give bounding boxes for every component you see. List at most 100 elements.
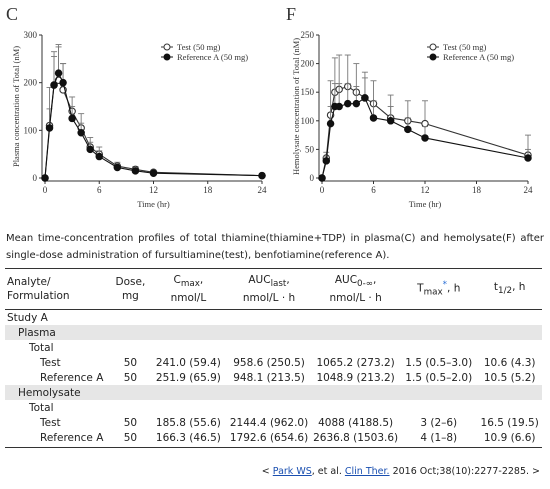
legend-marker: [163, 53, 171, 61]
cell: [150, 400, 227, 415]
cell: [111, 310, 150, 326]
header-cell: Cmax, nmol/L: [149, 267, 227, 311]
error-bar: [336, 83, 343, 107]
caption: Mean time-concentration profiles of tota…: [6, 233, 544, 261]
data-point: [421, 119, 429, 128]
data-point: [50, 81, 58, 89]
cell: 1.5 (0.5–2.0): [405, 371, 473, 384]
x-tick-label: 0: [43, 185, 48, 195]
header-text: Dose,: [115, 276, 146, 289]
data-row: Reference A 50 166.3 (46.5) 1792.6 (654.6) 2…: [5, 430, 542, 449]
cell: [111, 400, 150, 415]
cell: [311, 340, 400, 355]
cell: 50: [123, 356, 138, 369]
header-sub: last: [270, 279, 287, 290]
study-row: Study A: [5, 310, 542, 326]
header-text: ,: [373, 274, 377, 286]
data-point: [343, 99, 352, 108]
row-label: Plasma: [5, 325, 112, 341]
x-axis-label: Time (hr): [409, 199, 442, 209]
cell: [311, 400, 400, 415]
error-bar: [422, 100, 428, 124]
data-point: [322, 157, 331, 165]
data-point: [68, 114, 76, 123]
header-text: nmol/L: [170, 292, 207, 305]
row-label: Reference A: [5, 430, 112, 449]
y-tick-label: 100: [301, 116, 315, 126]
cell: [477, 385, 542, 401]
header-text: AUC: [248, 274, 271, 286]
legend-label: Reference A (50 mg): [443, 52, 514, 62]
data-point: [369, 114, 378, 122]
cell: [150, 310, 227, 326]
header-cell: Tmax*, h: [400, 267, 478, 311]
cell: 3 (2–6): [420, 416, 458, 429]
cell: [111, 385, 150, 401]
data-row: Test 50 185.8 (55.6) 2144.4 (962.0) 4088 (41…: [5, 415, 542, 430]
data-point: [149, 169, 158, 177]
header-sub: 0-∞: [357, 279, 374, 290]
cell: [400, 340, 477, 355]
header-sub: max: [180, 279, 200, 290]
legend-marker: [163, 43, 171, 51]
header-cell: AUClast, nmol/L · h: [227, 267, 312, 311]
x-axis-label: Time (hr): [137, 199, 170, 209]
cell: [311, 325, 401, 341]
cell: [227, 385, 312, 401]
header-text: nmol/L · h: [329, 292, 382, 305]
cell: 185.8 (55.6): [155, 416, 221, 429]
data-point: [77, 128, 85, 137]
error-bar: [344, 54, 351, 87]
header-row: Analyte/Formulation Dose, mg Cmax, nmol/L AUC…: [5, 267, 542, 311]
data-point: [45, 124, 54, 132]
cell: 2636.8 (1503.6): [311, 430, 401, 449]
x-tick-label: 6: [97, 185, 102, 195]
data-point: [41, 174, 49, 182]
header-cell: AUC0-∞, nmol/L · h: [311, 267, 401, 311]
x-tick-label: 0: [320, 185, 325, 195]
legend-marker: [429, 43, 437, 51]
y-tick-label: 50: [305, 144, 315, 154]
y-tick-label: 100: [24, 125, 38, 135]
citation-text: 2016 Oct;38(10):2277-2285. >: [389, 466, 540, 477]
header-text: , h: [447, 282, 461, 295]
link[interactable]: Park WS: [272, 466, 312, 477]
group-row: Total: [5, 400, 542, 415]
cell: 166.3 (46.5): [149, 430, 227, 449]
chart: C Plasma concentration of Total (nM) Time …: [6, 4, 267, 209]
cell: 10.5 (5.2): [483, 371, 536, 384]
data-point: [361, 94, 369, 102]
cell: 4 (1–8): [400, 430, 478, 449]
header-text: nmol/L · h: [242, 292, 296, 305]
y-tick-label: 200: [301, 59, 315, 69]
cell: [400, 385, 478, 401]
row-label: Study A: [7, 311, 48, 324]
panel-letter: F: [286, 4, 296, 24]
cell: [227, 340, 311, 355]
header-text: mg: [121, 290, 139, 303]
series-line: [44, 79, 263, 179]
data-point: [54, 69, 63, 77]
cell: [477, 310, 542, 326]
link[interactable]: Clin Ther.: [344, 466, 390, 477]
error-bar: [370, 80, 377, 104]
panel-letter: C: [6, 4, 18, 24]
x-tick-label: 18: [203, 185, 213, 195]
x-tick-label: 24: [258, 185, 268, 195]
data-point: [386, 117, 395, 125]
data-point: [421, 134, 429, 142]
cell: [311, 385, 401, 401]
x-tick-label: 24: [524, 185, 534, 195]
cell: [400, 400, 477, 415]
cell: [477, 400, 542, 415]
row-label: Total: [29, 341, 54, 354]
y-tick-label: 0: [310, 173, 315, 183]
x-tick-label: 12: [149, 185, 158, 195]
data-row: Reference A 50 251.9 (65.9) 948.1 (213.5) 10…: [5, 370, 542, 385]
cell: 50: [111, 430, 150, 449]
cell: 50: [123, 371, 138, 384]
citation: < Park WS, et al. Clin Ther. 2016 Oct;38…: [262, 466, 540, 477]
header-text: ,: [286, 274, 290, 286]
x-tick-label: 18: [472, 185, 482, 195]
cell: [400, 310, 477, 326]
